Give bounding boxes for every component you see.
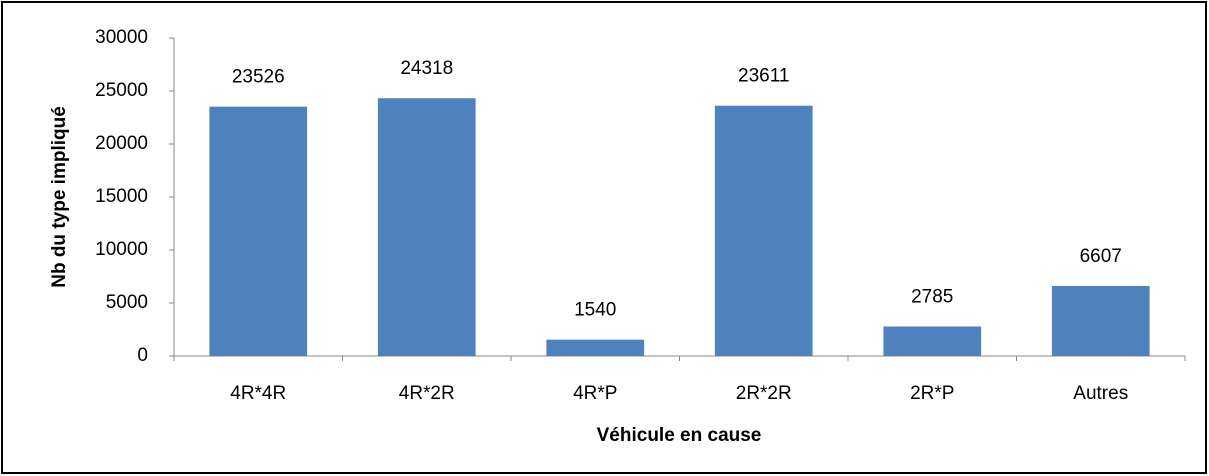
- data-label: 23611: [738, 66, 789, 87]
- y-tick-label: 15000: [95, 186, 148, 207]
- bar: [377, 98, 476, 357]
- bar: [209, 106, 308, 357]
- data-label: 1540: [574, 300, 616, 321]
- y-tick-label: 25000: [95, 80, 148, 101]
- y-tick-label: 20000: [95, 133, 148, 154]
- x-tick-label: 4R*2R: [399, 383, 455, 404]
- x-axis-title: Véhicule en cause: [597, 425, 762, 446]
- data-label: 23526: [232, 67, 285, 88]
- data-label: 24318: [400, 58, 453, 79]
- y-tick-label: 10000: [95, 239, 148, 260]
- bar: [546, 339, 645, 356]
- y-tick-label: 0: [137, 345, 148, 366]
- bar: [714, 105, 813, 357]
- data-label: 6607: [1080, 246, 1122, 267]
- y-tick-label: 5000: [106, 292, 148, 313]
- x-tick-label: 2R*2R: [736, 383, 792, 404]
- x-tick-label: 4R*P: [573, 383, 617, 404]
- x-tick-label: 2R*P: [910, 383, 954, 404]
- bar: [1051, 285, 1150, 356]
- y-axis-title: Nb du type impliqué: [49, 106, 70, 288]
- y-tick-label: 30000: [95, 27, 148, 48]
- x-tick-label: Autres: [1073, 383, 1128, 404]
- data-label: 2785: [911, 286, 953, 307]
- x-tick-label: 4R*4R: [230, 383, 286, 404]
- bar: [883, 326, 982, 356]
